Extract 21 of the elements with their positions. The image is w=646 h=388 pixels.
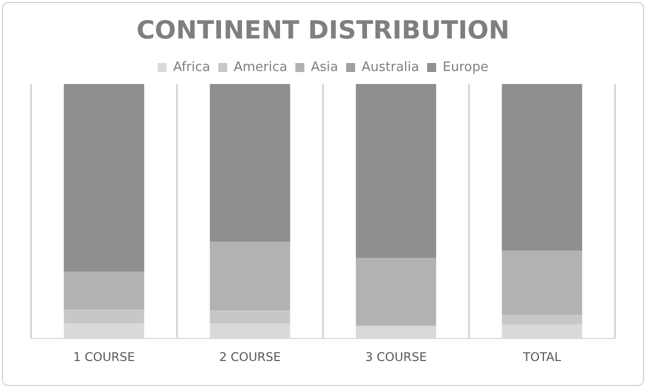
bar	[502, 84, 582, 251]
bar	[64, 272, 144, 310]
x-tick-label: TOTAL	[522, 350, 562, 364]
bar	[64, 84, 144, 272]
bar	[210, 242, 290, 311]
bar	[64, 310, 144, 324]
bar	[210, 310, 290, 324]
x-tick-label: 2 COURSE	[219, 350, 281, 364]
bar	[356, 84, 436, 258]
legend-label: Europe	[442, 60, 488, 75]
legend-label: Africa	[173, 60, 210, 75]
x-tick-label: 1 COURSE	[73, 350, 135, 364]
bar	[502, 314, 582, 325]
bar	[210, 84, 290, 242]
chart-title: CONTINENT DISTRIBUTION	[136, 16, 510, 44]
bar	[356, 258, 436, 326]
legend-label: Australia	[362, 60, 420, 75]
bar	[502, 250, 582, 315]
x-tick-label: 3 COURSE	[365, 350, 427, 364]
legend-label: America	[234, 60, 288, 75]
legend-label: Asia	[310, 60, 338, 75]
